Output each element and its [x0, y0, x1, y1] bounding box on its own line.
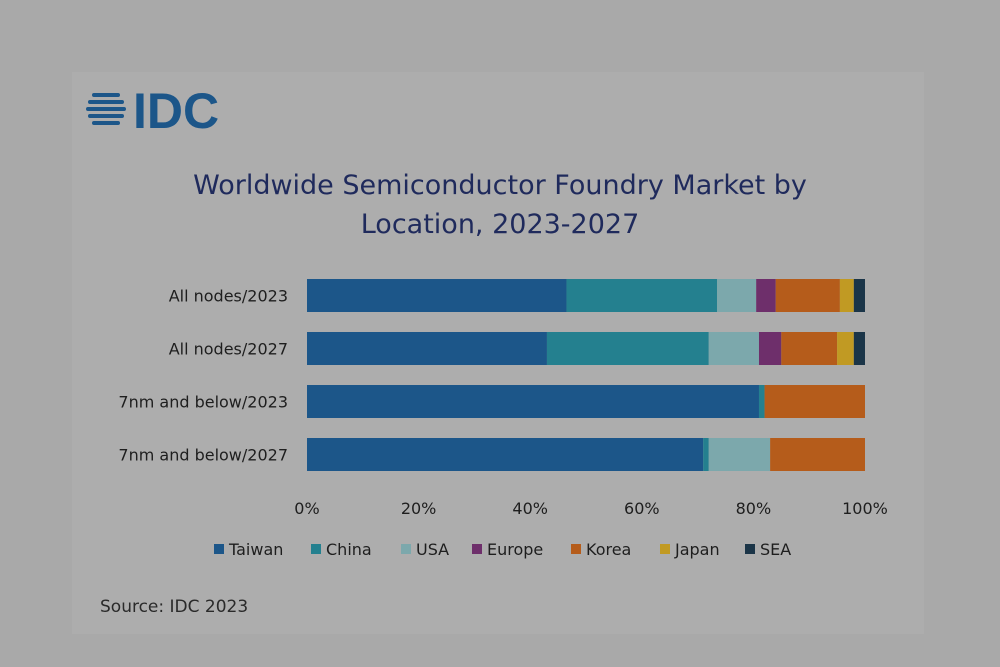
category-label: All nodes/2023	[169, 287, 288, 306]
bar-segment-usa-1	[717, 279, 757, 312]
legend-label-sea: SEA	[760, 540, 791, 559]
legend-swatch-usa	[401, 544, 411, 554]
x-tick-label: 0%	[294, 499, 319, 518]
bar-segment-europe-2	[758, 332, 782, 365]
legend-label-usa: USA	[416, 540, 449, 559]
x-tick-label: 100%	[842, 499, 888, 518]
x-tick-label: 80%	[736, 499, 772, 518]
bar-segment-usa-4	[708, 438, 771, 471]
category-label: 7nm and below/2027	[118, 446, 288, 465]
chart-title-line-2: Location, 2023-2027	[360, 209, 640, 240]
bar-segment-china-1	[566, 279, 718, 312]
x-tick-label: 40%	[512, 499, 548, 518]
x-tick-label: 60%	[624, 499, 660, 518]
logo-text: IDC	[133, 84, 219, 136]
legend-swatch-japan	[660, 544, 670, 554]
chart-title: Worldwide Semiconductor Foundry Market b…	[120, 166, 880, 244]
category-label: 7nm and below/2023	[118, 393, 288, 412]
bar-segment-sea-1	[853, 279, 865, 312]
legend-label-europe: Europe	[487, 540, 543, 559]
legend-label-korea: Korea	[586, 540, 631, 559]
legend-label-taiwan: Taiwan	[228, 540, 283, 559]
bar-segment-taiwan-2	[307, 332, 547, 365]
legend-label-china: China	[326, 540, 372, 559]
source-note: Source: IDC 2023	[100, 597, 249, 617]
bar-segment-europe-1	[756, 279, 776, 312]
legend-swatch-taiwan	[214, 544, 224, 554]
bar-segment-china-3	[758, 385, 765, 418]
logo-globe-icon	[86, 93, 126, 125]
legend-swatch-korea	[571, 544, 581, 554]
bar-segment-korea-2	[781, 332, 838, 365]
category-label: All nodes/2027	[169, 340, 288, 359]
bar-segment-sea-2	[853, 332, 865, 365]
bar-segment-korea-3	[764, 385, 865, 418]
bar-segment-usa-2	[708, 332, 759, 365]
x-tick-label: 20%	[401, 499, 437, 518]
bar-segment-korea-1	[775, 279, 840, 312]
legend-swatch-europe	[472, 544, 482, 554]
bar-segment-japan-2	[837, 332, 854, 365]
legend-swatch-china	[311, 544, 321, 554]
bar-segment-korea-4	[770, 438, 865, 471]
bar-segment-taiwan-3	[307, 385, 759, 418]
idc-logo: IDC	[86, 84, 246, 136]
legend-label-japan: Japan	[674, 540, 720, 559]
bar-segment-china-4	[703, 438, 709, 471]
legend-swatch-sea	[745, 544, 755, 554]
bar-segment-taiwan-4	[307, 438, 704, 471]
bar-segment-china-2	[546, 332, 709, 365]
chart-title-line-1: Worldwide Semiconductor Foundry Market b…	[193, 170, 807, 201]
bar-segment-taiwan-1	[307, 279, 567, 312]
bar-segment-japan-1	[839, 279, 854, 312]
